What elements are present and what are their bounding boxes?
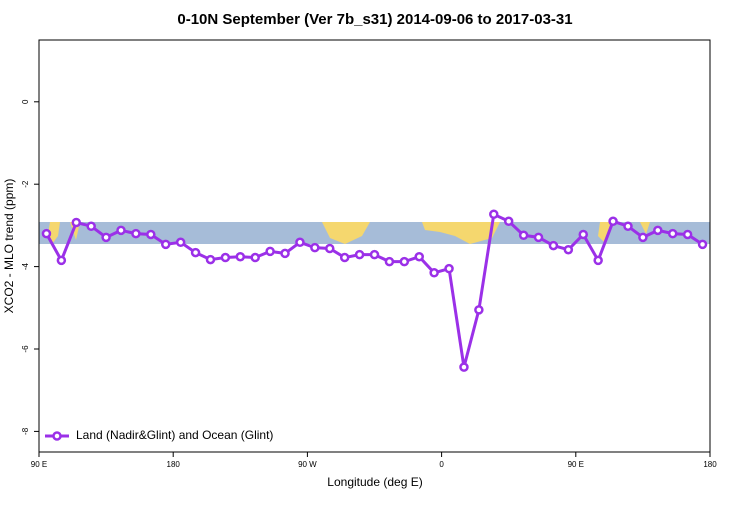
data-point [667, 228, 678, 239]
data-point [518, 230, 529, 241]
data-point [190, 247, 201, 258]
data-point [429, 268, 439, 278]
data-point [682, 229, 693, 240]
data-point [354, 249, 365, 260]
data-point [593, 255, 603, 266]
data-point [86, 221, 96, 231]
x-axis-label: Longitude (deg E) [327, 475, 422, 489]
data-point [101, 232, 111, 243]
data-point [250, 252, 260, 263]
data-point [71, 217, 82, 228]
data-point [369, 249, 380, 260]
data-point [265, 246, 275, 257]
data-point [384, 256, 395, 267]
x-tick-label: 0 [439, 460, 444, 469]
y-tick-label: -2 [21, 180, 30, 188]
x-tick-label: 90 W [298, 460, 317, 469]
data-point [399, 256, 410, 267]
data-point [131, 228, 141, 239]
data-point [160, 239, 171, 250]
data-point [295, 237, 305, 248]
data-point [697, 239, 708, 250]
data-point [578, 229, 589, 240]
x-tick-label: 180 [703, 460, 717, 469]
data-point [280, 248, 290, 259]
x-tick-label: 90 E [568, 460, 584, 469]
data-point [339, 252, 350, 263]
data-point [414, 251, 424, 262]
plot-frame [38, 39, 711, 453]
data-point [205, 254, 216, 265]
data-point [489, 209, 499, 220]
y-tick-label: -4 [21, 262, 30, 270]
data-point [459, 362, 469, 372]
data-point [116, 225, 126, 236]
y-tick-label: -6 [21, 345, 30, 353]
data-point [175, 237, 186, 248]
data-point [310, 242, 320, 253]
data-point [548, 240, 559, 251]
y-tick-label: -8 [21, 427, 30, 435]
data-point [638, 232, 648, 243]
legend-label: Land (Nadir&Glint) and Ocean (Glint) [76, 428, 273, 442]
data-point [653, 225, 663, 236]
data-point [623, 221, 633, 231]
data-point [563, 244, 574, 255]
data-point [608, 216, 618, 227]
data-point [41, 228, 52, 239]
legend-marker [52, 431, 62, 441]
chart-title: 0-10N September (Ver 7b_s31) 2014-09-06 … [177, 11, 572, 28]
data-point [533, 232, 544, 243]
x-tick-label: 90 E [31, 460, 47, 469]
data-point [503, 216, 514, 227]
data-point [220, 252, 231, 263]
data-point [235, 251, 246, 262]
data-point [146, 229, 156, 240]
y-axis-label: XCO2 - MLO trend (ppm) [2, 179, 16, 314]
y-tick-label: 0 [21, 99, 30, 104]
data-point [56, 255, 67, 266]
x-tick-label: 180 [167, 460, 181, 469]
data-point [325, 243, 335, 254]
data-point [444, 263, 454, 274]
plot-bg [39, 40, 710, 452]
data-point [474, 305, 484, 315]
